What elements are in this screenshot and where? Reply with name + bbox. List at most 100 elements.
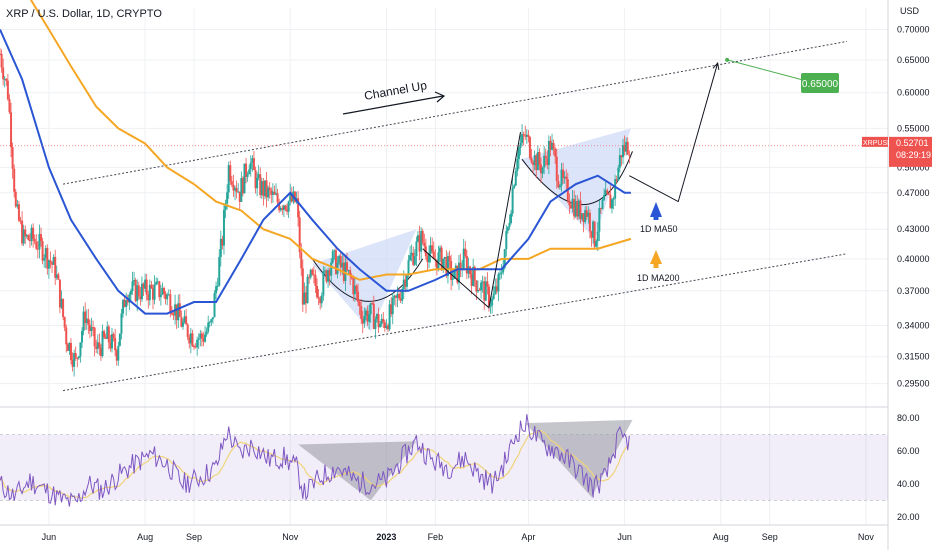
ma200-label: 1D MA200	[637, 273, 680, 283]
candle-body	[0, 53, 3, 68]
candle-body	[3, 78, 6, 80]
candle-body	[88, 324, 91, 331]
candle-body	[137, 285, 140, 297]
candle-body	[560, 169, 563, 186]
candle-body	[65, 327, 68, 345]
candle-body	[372, 303, 375, 330]
candle-body	[595, 241, 598, 247]
candle-body	[607, 193, 610, 195]
candle-body	[128, 294, 131, 303]
candle-body	[6, 80, 9, 100]
candle-body	[497, 274, 500, 292]
candle-body	[536, 152, 539, 171]
candle-body	[407, 260, 410, 276]
candle-body	[380, 318, 383, 325]
candle-body	[609, 194, 612, 209]
price-tick-label: 0.43000	[897, 224, 930, 234]
candle-body	[298, 217, 301, 253]
candle-body	[404, 279, 407, 287]
candle-body	[528, 137, 531, 158]
candle-body	[43, 258, 46, 261]
candle-body	[443, 256, 446, 259]
candle-body	[464, 248, 467, 256]
candle-body	[316, 285, 319, 298]
price-tick-label: 0.47000	[897, 188, 930, 198]
candle-body	[552, 143, 555, 149]
candle-body	[538, 152, 541, 165]
rsi-tick-label: 40.00	[897, 479, 920, 489]
symbol-tag	[862, 136, 888, 147]
candle-body	[498, 273, 501, 275]
time-tick-label: Aug	[137, 532, 153, 542]
candle-body	[107, 326, 110, 343]
candle-body	[495, 286, 498, 292]
candle-body	[58, 279, 61, 308]
candle-body	[120, 313, 123, 334]
candle-body	[57, 274, 60, 280]
candle-body	[241, 178, 244, 194]
candle-body	[489, 305, 492, 307]
ma200-arrow-icon	[650, 250, 662, 264]
candle-body	[341, 262, 344, 268]
candle-body	[259, 174, 262, 196]
candle-body	[527, 134, 530, 138]
candle-body	[457, 262, 460, 283]
candle-body	[282, 205, 285, 210]
candle-body	[437, 252, 440, 270]
channel-up-arrowhead	[434, 91, 446, 103]
price-tick-label: 0.55000	[897, 123, 930, 133]
candle-body	[442, 258, 445, 270]
candle-body	[516, 159, 519, 172]
candle-body	[379, 324, 382, 328]
candle-body	[358, 301, 361, 307]
candle-body	[369, 303, 372, 315]
candle-body	[246, 174, 249, 177]
candle-body	[314, 275, 317, 286]
candle-body	[114, 337, 117, 351]
candle-body	[574, 201, 577, 217]
target-leader	[726, 59, 804, 81]
candle-body	[47, 260, 50, 269]
candle-body	[325, 270, 328, 282]
candle-body	[440, 247, 443, 270]
candle-body	[129, 290, 132, 295]
candle-body	[382, 318, 385, 323]
candle-body	[582, 213, 585, 223]
target-label: 0.65000	[802, 79, 839, 90]
candle-body	[511, 187, 514, 214]
candle-body	[571, 198, 574, 209]
candle-body	[76, 357, 79, 359]
candle-body	[73, 353, 76, 367]
candle-body	[44, 247, 47, 259]
candle-body	[421, 230, 424, 243]
candle-body	[491, 298, 494, 306]
candle-body	[181, 322, 184, 327]
candle-body	[304, 292, 307, 304]
channel-line-upper	[63, 40, 848, 185]
candle-body	[98, 342, 101, 349]
candle-body	[216, 285, 219, 287]
projection-path	[629, 62, 719, 203]
candle-body	[331, 251, 334, 263]
candle-body	[462, 248, 465, 269]
candle-body	[476, 289, 479, 292]
candle-body	[159, 294, 162, 298]
candle-body	[279, 207, 282, 211]
candle-body	[473, 266, 476, 281]
candle-body	[562, 169, 565, 179]
candle-body	[256, 177, 259, 189]
candle-body	[101, 331, 104, 357]
candle-body	[265, 180, 268, 198]
candle-body	[535, 155, 538, 171]
candle-body	[103, 331, 106, 337]
candle-body	[166, 294, 169, 300]
candle-body	[243, 163, 246, 194]
candle-body	[35, 241, 38, 249]
candle-body	[532, 162, 535, 166]
candle-body	[388, 304, 391, 330]
candle-body	[170, 312, 173, 315]
candle-body	[22, 229, 25, 244]
candle-body	[549, 140, 552, 150]
candle-body	[385, 325, 388, 329]
